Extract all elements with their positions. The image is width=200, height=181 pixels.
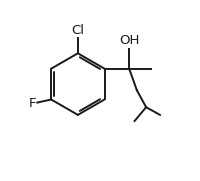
Text: F: F	[28, 97, 36, 110]
Text: Cl: Cl	[71, 24, 84, 37]
Text: OH: OH	[119, 34, 139, 47]
